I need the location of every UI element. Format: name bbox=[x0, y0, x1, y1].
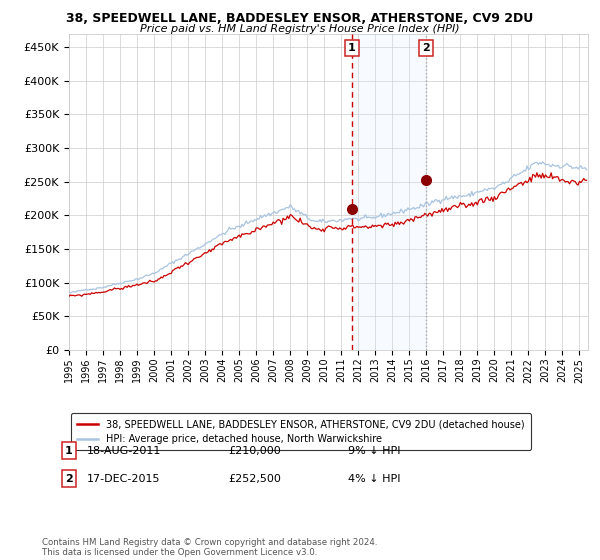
Text: £210,000: £210,000 bbox=[228, 446, 281, 456]
Text: 17-DEC-2015: 17-DEC-2015 bbox=[87, 474, 161, 484]
Text: Contains HM Land Registry data © Crown copyright and database right 2024.
This d: Contains HM Land Registry data © Crown c… bbox=[42, 538, 377, 557]
Text: 4% ↓ HPI: 4% ↓ HPI bbox=[348, 474, 401, 484]
Text: 38, SPEEDWELL LANE, BADDESLEY ENSOR, ATHERSTONE, CV9 2DU: 38, SPEEDWELL LANE, BADDESLEY ENSOR, ATH… bbox=[67, 12, 533, 25]
Text: 9% ↓ HPI: 9% ↓ HPI bbox=[348, 446, 401, 456]
Text: 18-AUG-2011: 18-AUG-2011 bbox=[87, 446, 161, 456]
Text: 2: 2 bbox=[422, 43, 430, 53]
Text: £252,500: £252,500 bbox=[228, 474, 281, 484]
Text: 1: 1 bbox=[65, 446, 73, 456]
Text: 1: 1 bbox=[348, 43, 356, 53]
Legend: 38, SPEEDWELL LANE, BADDESLEY ENSOR, ATHERSTONE, CV9 2DU (detached house), HPI: : 38, SPEEDWELL LANE, BADDESLEY ENSOR, ATH… bbox=[71, 413, 531, 450]
Bar bbox=[352, 34, 425, 350]
Text: 2: 2 bbox=[65, 474, 73, 484]
Text: Price paid vs. HM Land Registry's House Price Index (HPI): Price paid vs. HM Land Registry's House … bbox=[140, 24, 460, 34]
